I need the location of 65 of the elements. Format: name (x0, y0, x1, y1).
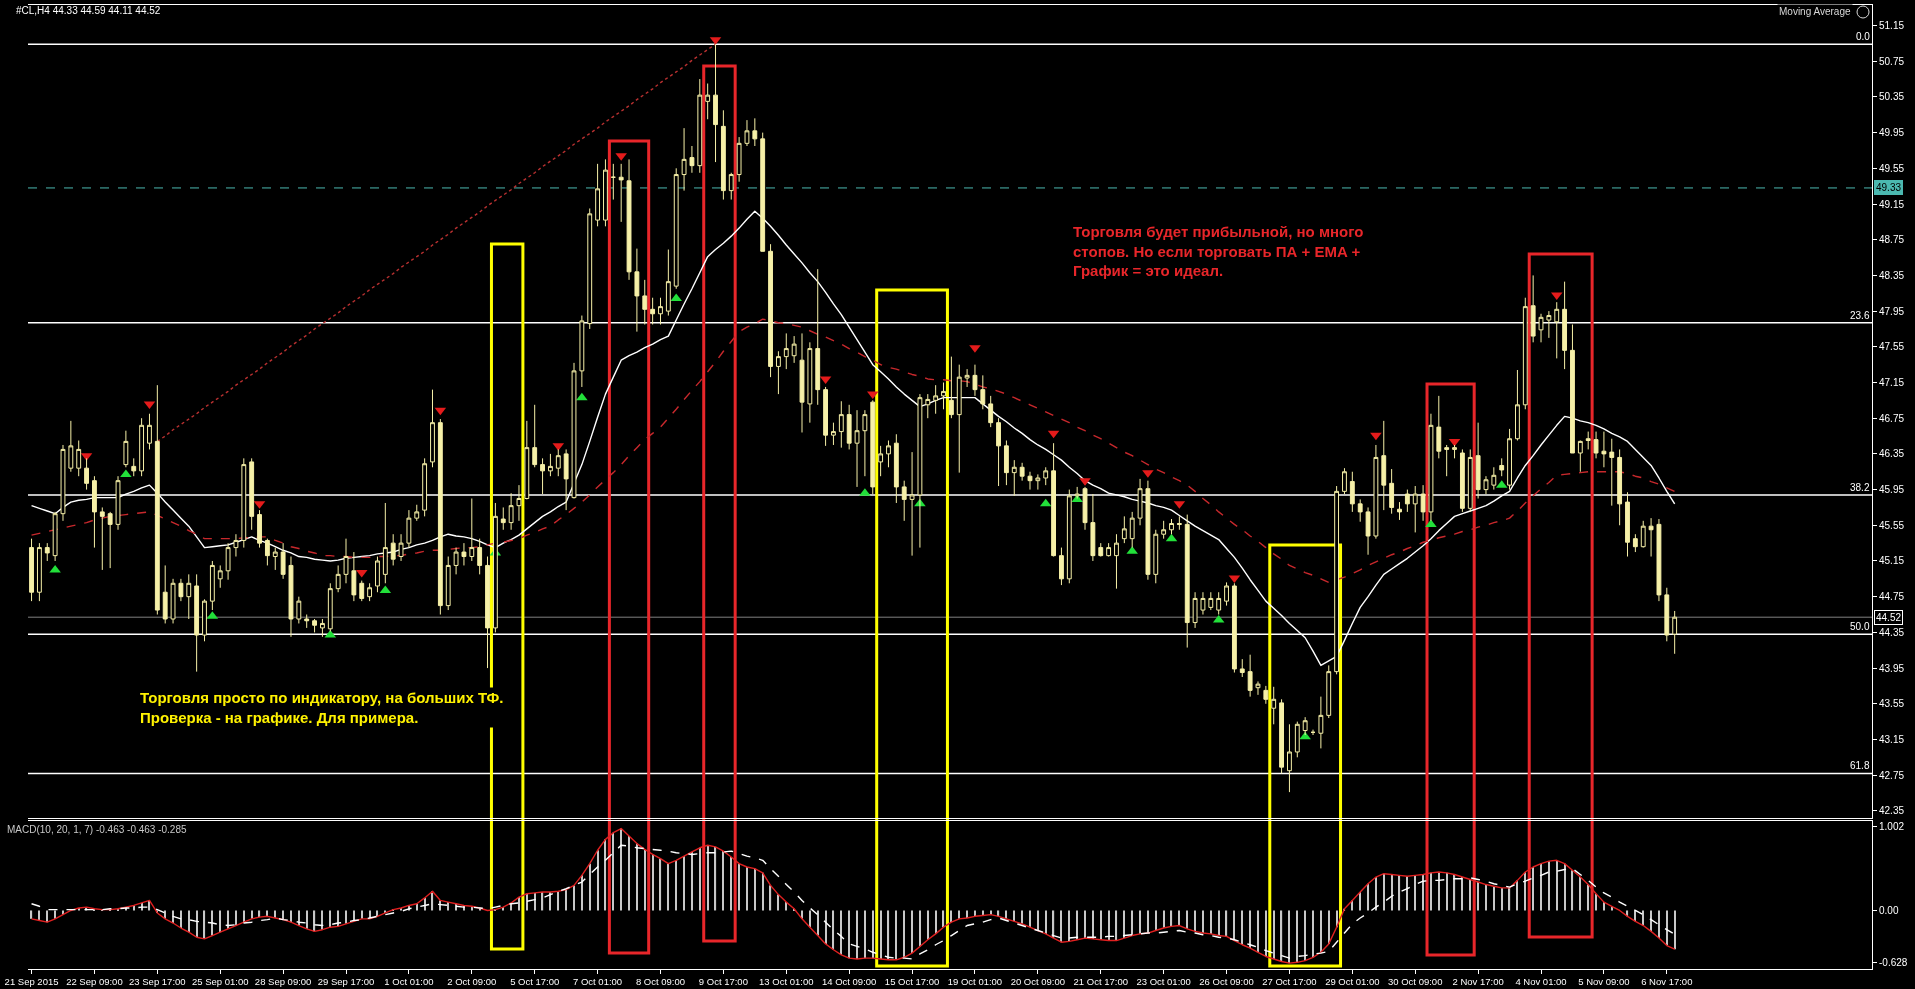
x-tick-label: 23 Oct 01:00 (1136, 976, 1191, 988)
x-tick-label: 6 Nov 17:00 (1641, 976, 1693, 988)
x-tick-label: 29 Oct 01:00 (1325, 976, 1380, 988)
ref-line-label: 49.33 (1876, 182, 1902, 193)
x-tick-label: 25 Sep 01:00 (191, 976, 249, 988)
x-tick-label: 26 Oct 09:00 (1199, 976, 1254, 988)
text: Moving Average (1779, 6, 1851, 17)
y-tick-label: 44.75 (1879, 591, 1905, 603)
y-tick-label: 48.35 (1879, 269, 1905, 281)
annotation: Торговля просто по индикатору, на больших ТФ. Проверка - на графике. Для примера. (140, 689, 504, 726)
annotation: Торговля будет прибыльной, но много стопов. Но если торговать ПА + EMA + График = это идеал. (1073, 223, 1364, 279)
y-tick-label: 45.55 (1879, 519, 1905, 531)
y-tick-label: 49.55 (1879, 162, 1905, 174)
y-tick-label: 45.95 (1879, 484, 1905, 496)
x-tick-label: 22 Sep 09:00 (66, 976, 123, 988)
y-tick-label: 46.75 (1879, 412, 1905, 424)
x-tick-label: 8 Oct 09:00 (635, 976, 686, 988)
annotation: 61.8 (1850, 760, 1870, 771)
x-tick-label: 20 Oct 09:00 (1010, 976, 1066, 988)
x-tick-label: 7 Oct 01:00 (573, 976, 623, 988)
x-tick-label: 21 Oct 17:00 (1073, 976, 1128, 988)
x-tick-label: 23 Sep 17:00 (129, 976, 186, 988)
x-tick-label: 29 Sep 17:00 (317, 976, 375, 988)
y-tick-label: 42.75 (1879, 769, 1905, 781)
ref-line-label: 44.52 (1876, 612, 1902, 623)
x-tick-label: 9 Oct 17:00 (698, 976, 748, 988)
chart-title: MACD(10, 20, 1, 7) -0.463 -0.463 -0.285 (7, 824, 187, 835)
y-tick-label: 47.15 (1879, 377, 1905, 388)
x-tick-label: 19 Oct 01:00 (947, 976, 1003, 988)
y-tick-label: 48.75 (1879, 234, 1905, 246)
x-tick-label: 27 Oct 17:00 (1262, 976, 1317, 988)
y-tick-label: 47.55 (1879, 341, 1905, 353)
x-tick-label: 30 Oct 09:00 (1388, 976, 1443, 988)
annotation: 38.2 (1850, 482, 1870, 493)
y-tick-label: 43.95 (1879, 662, 1905, 674)
y-tick-label: 45.15 (1879, 555, 1905, 567)
chart-title: #CL,H4 44.33 44.59 44.11 44.52 (16, 5, 161, 16)
annotation: 0.0 (1856, 31, 1871, 42)
y-tick-label: 51.15 (1879, 20, 1905, 32)
y-tick-label: 49.15 (1879, 198, 1905, 210)
x-tick-label: 4 Nov 01:00 (1515, 976, 1567, 988)
y-tick-label: 0.00 (1879, 904, 1899, 916)
annotation: 50.0 (1850, 621, 1870, 632)
x-tick-label: 15 Oct 17:00 (884, 976, 940, 988)
y-tick-label: 49.95 (1879, 127, 1905, 139)
x-tick-label: 2 Oct 09:00 (447, 976, 497, 988)
y-tick-label: 46.35 (1879, 448, 1905, 460)
x-tick-label: 1 Oct 01:00 (384, 976, 434, 988)
x-tick-label: 13 Oct 01:00 (759, 976, 814, 988)
y-tick-label: 50.35 (1879, 91, 1905, 103)
x-tick-label: 5 Oct 17:00 (510, 976, 560, 988)
x-tick-label: 14 Oct 09:00 (821, 976, 877, 988)
y-tick-label: 42.35 (1879, 805, 1905, 817)
annotation: 23.6 (1850, 310, 1870, 321)
y-tick-label: 50.75 (1879, 55, 1905, 67)
y-tick-label: 43.55 (1879, 698, 1905, 710)
y-tick-label: 43.15 (1879, 733, 1905, 745)
x-tick-label: 28 Sep 09:00 (254, 976, 312, 988)
y-tick-label: 44.35 (1879, 626, 1905, 638)
y-tick-label: -0.628 (1879, 957, 1908, 969)
y-tick-label: 47.95 (1879, 305, 1905, 317)
x-tick-label: 2 Nov 17:00 (1452, 976, 1504, 988)
x-tick-label: 21 Sep 2015 (4, 976, 59, 988)
x-tick-label: 5 Nov 09:00 (1578, 976, 1630, 988)
y-tick-label: 1.002 (1879, 821, 1905, 833)
